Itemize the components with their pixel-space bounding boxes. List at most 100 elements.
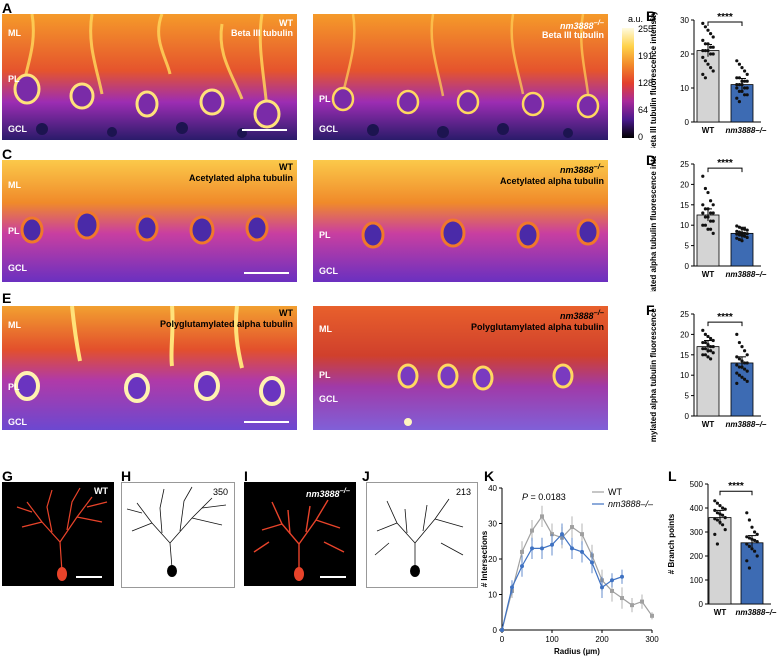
y-tick-label: 0 — [685, 262, 690, 271]
data-point — [755, 554, 759, 558]
x-tick-label: 200 — [595, 635, 609, 644]
colorbar-unit: a.u. — [628, 14, 644, 24]
data-point — [745, 93, 749, 97]
data-point — [747, 536, 751, 540]
data-point — [750, 537, 754, 541]
data-point — [745, 542, 749, 546]
y-axis-label: Polyglutamylated alpha tubulin fluoresce… — [649, 306, 658, 442]
data-point — [743, 234, 747, 238]
data-point — [711, 231, 715, 235]
data-point — [520, 549, 524, 554]
significance-bracket — [707, 167, 743, 173]
data-point — [745, 86, 749, 90]
data-point — [560, 532, 564, 537]
layer-label-pl: PL — [8, 382, 20, 392]
data-point — [709, 219, 713, 223]
data-point — [703, 215, 707, 219]
y-tick-label: 400 — [690, 504, 704, 513]
layer-label-ml: ML — [319, 324, 332, 334]
neuron-tracing-wt: 350 — [121, 482, 235, 588]
panel-letter-l: L — [668, 468, 677, 484]
y-tick-label: 20 — [680, 180, 689, 189]
stain-label: Polyglutamylated alpha tubulin — [470, 322, 604, 332]
colorbar-tick: 191 — [638, 51, 654, 61]
y-axis-label: Beta III tubulin fluorescence intensity … — [649, 12, 658, 148]
data-point — [540, 514, 544, 519]
colorbar-gradient — [622, 28, 634, 138]
bar — [696, 50, 720, 123]
data-point — [737, 357, 741, 361]
panel-letter-d: D — [646, 152, 657, 168]
data-point — [753, 549, 757, 553]
data-point — [703, 223, 707, 227]
data-point — [706, 62, 710, 66]
data-point — [753, 538, 757, 542]
data-point — [701, 223, 705, 227]
data-point — [740, 359, 744, 363]
data-point — [735, 332, 739, 336]
micrograph-a-mutant: PL GCL nm3888–/– Beta III tubulin — [313, 14, 608, 140]
data-point — [711, 52, 715, 56]
data-point — [750, 525, 754, 529]
data-point — [711, 203, 715, 207]
scale-bar — [76, 576, 102, 578]
data-point — [706, 355, 710, 359]
intersection-count: 213 — [455, 487, 471, 497]
y-axis-label: Acetylated alpha tubulin fluorescence in… — [649, 156, 658, 292]
data-point — [735, 363, 739, 367]
colorbar-tick: 0 — [638, 132, 644, 142]
data-point — [737, 233, 741, 237]
layer-label-ml: ML — [8, 28, 21, 38]
data-point — [713, 517, 717, 521]
x-axis-label: Radius (µm) — [554, 647, 600, 656]
panel-letter-e: E — [2, 290, 12, 306]
data-point — [701, 353, 705, 357]
data-point — [711, 211, 715, 215]
data-point — [703, 25, 707, 29]
data-point — [713, 532, 717, 536]
y-tick-label: 10 — [680, 221, 689, 230]
bar — [696, 214, 720, 267]
data-point — [737, 237, 741, 242]
data-point — [709, 336, 713, 341]
data-point — [753, 530, 757, 534]
panel-letter-h: H — [121, 468, 132, 484]
data-point — [540, 546, 544, 551]
y-tick-label: 15 — [680, 351, 689, 360]
data-point — [743, 86, 747, 90]
data-point — [709, 45, 713, 49]
data-point — [755, 532, 759, 536]
p-value: P = 0.0183 — [522, 492, 566, 502]
micrograph-e-wt: ML PL GCL WT Polyglutamylated alpha tubu… — [2, 306, 297, 430]
data-point — [709, 66, 713, 70]
x-tick-label: 0 — [500, 635, 505, 644]
category-label: nm3888–/– — [726, 420, 767, 429]
data-point — [750, 547, 754, 551]
colorbar-tick: 128 — [638, 78, 654, 88]
bar — [740, 542, 764, 605]
colorbar-tick: 64 — [638, 105, 649, 115]
category-label: WT — [702, 270, 715, 279]
data-point — [510, 585, 514, 590]
chart-d: 0 5 10 15 20 25 WT nm3888–/– **** Acetylated alph… — [649, 156, 767, 292]
data-point — [703, 49, 707, 53]
data-point — [745, 369, 749, 373]
data-point — [740, 66, 744, 70]
data-point — [701, 49, 705, 53]
scale-bar — [244, 272, 289, 274]
data-point — [737, 100, 741, 104]
significance-stars: **** — [717, 158, 733, 169]
data-point — [745, 72, 749, 76]
data-point — [745, 361, 749, 365]
data-point — [709, 227, 713, 231]
data-point — [735, 83, 739, 87]
y-tick-label: 10 — [680, 371, 689, 380]
data-point — [735, 229, 739, 233]
data-point — [737, 373, 741, 377]
data-point — [706, 28, 710, 32]
stain-label: Beta III tubulin — [231, 28, 293, 38]
stain-label: Acetylated alpha tubulin — [499, 176, 604, 186]
y-tick-label: 30 — [488, 520, 497, 529]
data-point — [701, 328, 705, 332]
data-point — [721, 506, 725, 510]
